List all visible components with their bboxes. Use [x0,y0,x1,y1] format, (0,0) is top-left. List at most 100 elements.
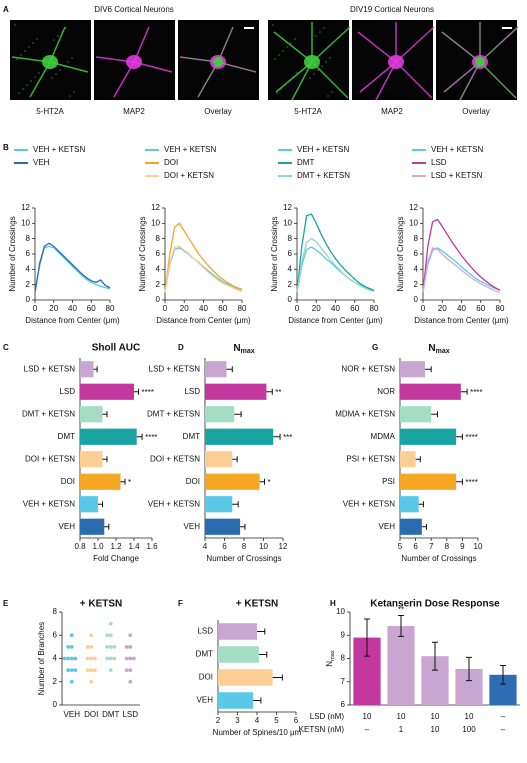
x-tick-label: 20 [438,304,447,313]
point [66,656,71,661]
point [124,668,129,673]
error-bar [460,388,468,395]
y-tick-label: 12 [21,203,30,212]
y-tick-label: 6 [414,249,419,258]
y-tick-label: VEH + KETSN [343,499,395,508]
y-tick-label: 6 [341,700,346,709]
x-tick-label: 40 [457,304,466,313]
panel-letter: C [3,343,9,352]
error-bar [104,523,110,530]
puncta [53,39,55,41]
error-bar [93,366,98,373]
y-axis-label: Nmax [325,650,336,667]
y-tick-label: VEH [184,522,201,531]
y-tick-label: DMT [58,432,75,441]
x-tick-label: LSD [122,710,138,719]
point [108,668,113,673]
y-tick-label: MDMA [371,432,396,441]
y-tick-label: 12 [409,203,418,212]
significance: **** [145,433,157,442]
error-bar [232,456,238,463]
series-line [34,242,111,293]
puncta [321,65,323,67]
y-tick-label: 6 [156,249,161,258]
significance: **** [465,433,477,442]
y-tick-label: LSD [59,387,75,396]
y-tick-label: PSI [382,477,395,486]
y-tick-label: 12 [151,203,160,212]
y-tick-label: VEH + KETSN [23,499,75,508]
dendrite [217,26,234,63]
panel-letter: D [178,343,184,352]
puncta [313,73,315,75]
x-tick-label: 8 [445,542,450,551]
panel-title: DIV19 Cortical Neurons [350,5,434,14]
point [89,633,94,638]
puncta [331,91,333,93]
y-tick-label: 0 [26,295,31,304]
y-tick-label: 2 [53,677,58,686]
dendrite [311,26,351,63]
table-cell: 10 [363,712,372,721]
chart-title: Sholl AUC [92,343,141,354]
x-tick-label: 0 [421,304,426,313]
x-tick-label: DOI [84,710,98,719]
x-tick-label: 1.2 [110,542,122,551]
legend-label: DOI [164,158,178,167]
x-tick-label: 6 [413,542,418,551]
point [66,668,71,673]
x-tick-label: DMT [102,710,119,719]
puncta [296,72,298,74]
puncta [51,77,53,79]
x-tick-label: 12 [279,542,288,551]
puncta [294,38,296,40]
bar [218,692,254,709]
point [128,644,133,649]
x-axis-label: Distance from Center (μm) [156,316,251,325]
y-tick-label: DOI + KETSN [25,454,75,463]
bar [218,623,257,640]
dendrite [197,61,219,98]
puncta [290,42,292,44]
puncta [315,35,317,37]
point [108,621,113,626]
y-tick-label: 2 [156,280,161,289]
soma [388,55,404,69]
point [89,668,94,673]
image-label: 5-HT2A [36,107,64,116]
puncta [14,24,16,26]
y-tick-label: 10 [409,218,418,227]
y-tick-label: 0 [288,295,293,304]
legend-label: LSD [431,158,447,167]
y-tick-label: VEH + KETSN [148,499,200,508]
dendrite [359,61,397,93]
y-tick-label: LSD [197,627,213,636]
bar [218,646,259,663]
table-cell: 10 [431,712,440,721]
panel-letter: G [372,343,378,352]
soma [42,55,58,69]
x-axis-label: Number of Crossings [206,554,281,563]
x-tick-label: 2 [216,716,221,725]
error-bar [240,523,246,530]
x-tick-label: 20 [312,304,321,313]
puncta [30,80,32,82]
y-tick-label: 4 [53,654,58,663]
error-bar [136,433,143,440]
series-line [422,247,501,293]
point [85,656,90,661]
y-axis-label: Number of Crossings [396,216,405,291]
puncta [24,50,26,52]
bar [205,406,235,423]
puncta [34,76,36,78]
bar [205,361,227,378]
point [105,644,110,649]
y-tick-label: LSD + KETSN [149,364,201,373]
x-tick-label: 3 [235,716,240,725]
puncta [272,24,274,26]
x-axis-label: Distance from Center (μm) [25,316,120,325]
x-tick-label: 60 [218,304,227,313]
y-tick-label: 2 [414,280,419,289]
point [66,644,71,649]
